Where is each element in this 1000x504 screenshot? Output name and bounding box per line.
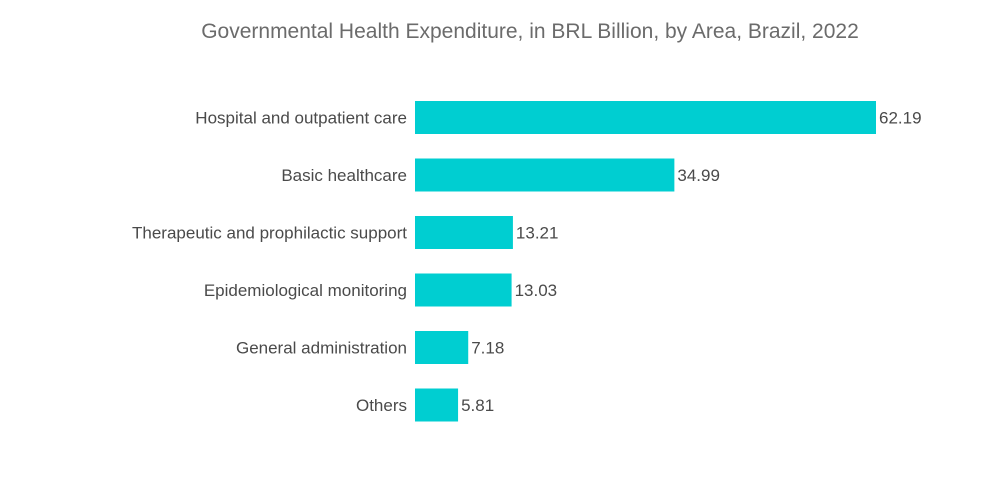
- bar: [415, 101, 876, 134]
- category-label: Epidemiological monitoring: [204, 281, 407, 300]
- bar: [415, 273, 512, 307]
- bars: [415, 101, 876, 422]
- data-label: 62.19: [879, 109, 922, 128]
- bar: [415, 388, 459, 422]
- bar: [415, 158, 675, 192]
- data-label: 13.21: [516, 224, 559, 243]
- category-label: Hospital and outpatient care: [195, 109, 407, 128]
- category-label: Basic healthcare: [281, 166, 407, 185]
- bar: [415, 331, 469, 364]
- chart-title: Governmental Health Expenditure, in BRL …: [201, 20, 859, 43]
- bar: [415, 216, 513, 249]
- data-label: 13.03: [515, 281, 558, 300]
- category-label: Others: [356, 396, 407, 415]
- value-labels: 62.19 34.99 13.21 13.03 7.18 5.81: [461, 109, 921, 416]
- category-label: General administration: [236, 339, 407, 358]
- category-labels: Hospital and outpatient care Basic health…: [132, 109, 407, 416]
- data-label: 34.99: [677, 166, 720, 185]
- data-label: 7.18: [471, 339, 504, 358]
- category-label: Therapeutic and prophilactic support: [132, 224, 407, 243]
- data-label: 5.81: [461, 396, 494, 415]
